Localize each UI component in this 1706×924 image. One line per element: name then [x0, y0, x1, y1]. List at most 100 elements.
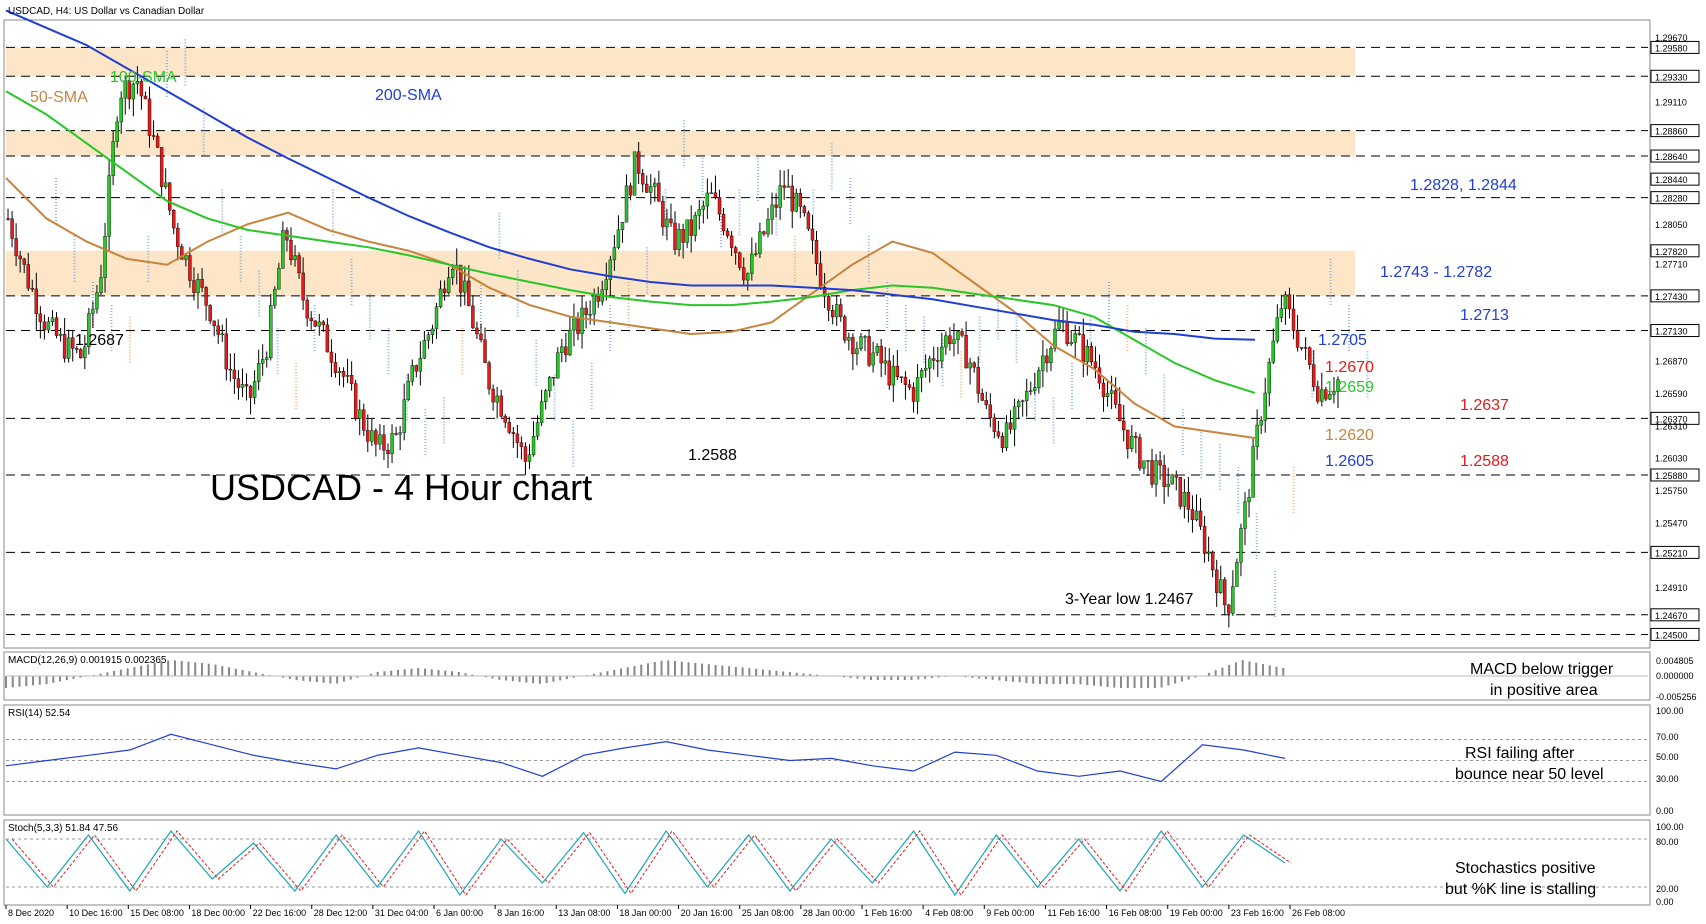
- candle-body-307: [1247, 497, 1251, 503]
- candle-body-172: [701, 205, 706, 210]
- candle-body-78: [321, 321, 326, 326]
- candle-body-93: [382, 434, 386, 451]
- candle-body-48: [200, 279, 204, 288]
- candle-body-293: [1190, 509, 1195, 521]
- candle-body-190: [774, 204, 778, 208]
- label-1-2743-1-2782: 1.2743 - 1.2782: [1380, 264, 1492, 281]
- rsi-tick-0: 0.00: [1656, 806, 1674, 816]
- candle-body-87: [358, 409, 362, 419]
- candle-body-130: [531, 436, 536, 456]
- rsi-note-line1: RSI failing after: [1465, 745, 1575, 762]
- candle-body-8: [38, 313, 43, 323]
- candle-body-118: [483, 339, 487, 363]
- candle-body-278: [1130, 435, 1134, 449]
- price-tick-15: 1.26370: [1655, 414, 1688, 424]
- candle-body-42: [176, 227, 180, 247]
- candle-body-211: [859, 336, 863, 349]
- candle-body-277: [1126, 429, 1130, 449]
- candle-body-180: [733, 247, 738, 253]
- candle-body-136: [556, 352, 560, 379]
- time-label-2: 15 Dec 08:00: [130, 908, 184, 918]
- macd-tick-bottom: -0.005256: [1656, 692, 1697, 702]
- candle-body-26: [111, 141, 115, 176]
- candle-body-33: [139, 81, 144, 97]
- candle-body-306: [1243, 501, 1247, 529]
- candle-body-257: [1045, 355, 1049, 364]
- candle-body-70: [289, 239, 293, 261]
- candle-body-230: [936, 360, 940, 362]
- price-tick-16: 1.26310: [1655, 421, 1688, 431]
- resistance-zones: [6, 47, 1355, 296]
- candle-body-52: [216, 325, 220, 335]
- candle-body-322: [1307, 347, 1312, 365]
- price-tick-3: 1.29110: [1655, 98, 1687, 108]
- label-1-2588: 1.2588: [1460, 453, 1509, 470]
- candle-body-156: [636, 151, 641, 174]
- price-tick-13: 1.26870: [1655, 357, 1688, 367]
- candle-body-327: [1328, 394, 1332, 400]
- price-tick-box-21: [1650, 545, 1700, 559]
- candle-body-232: [944, 335, 948, 348]
- candle-body-49: [204, 287, 208, 306]
- label-1-2670: 1.2670: [1325, 359, 1374, 376]
- candle-body-178: [725, 230, 730, 237]
- candle-body-321: [1303, 347, 1308, 349]
- time-label-19: 19 Feb 00:00: [1170, 908, 1223, 918]
- label-1-2828-1-2844: 1.2828, 1.2844: [1410, 177, 1517, 194]
- macd-note-line1: MACD below trigger: [1470, 661, 1614, 678]
- candle-body-92: [378, 434, 382, 445]
- candle-body-276: [1122, 420, 1126, 431]
- candle-body-139: [568, 329, 572, 356]
- candle-body-184: [750, 253, 754, 274]
- candle-body-285: [1158, 460, 1162, 466]
- candle-body-247: [1004, 422, 1009, 449]
- candle-body-308: [1251, 446, 1255, 498]
- candle-body-208: [847, 337, 851, 341]
- candle-body-237: [964, 335, 968, 369]
- candle-body-98: [402, 399, 406, 433]
- label-1-2687: 1.2687: [75, 332, 124, 349]
- candle-body-99: [406, 381, 410, 400]
- price-tick-9: 1.27820: [1655, 247, 1688, 257]
- candle-body-201: [818, 263, 823, 288]
- candle-body-290: [1178, 477, 1183, 507]
- candle-body-181: [738, 252, 742, 268]
- candle-body-72: [297, 255, 301, 274]
- candle-body-324: [1316, 386, 1320, 402]
- candle-body-182: [742, 267, 746, 281]
- candle-body-51: [212, 320, 216, 327]
- candle-body-259: [1053, 328, 1057, 349]
- stoch-header: Stoch(5,3,3) 51.84 47.56: [8, 823, 119, 834]
- candle-body-144: [588, 313, 592, 316]
- sma-line-100-sma: [5, 90, 1256, 394]
- price-tick-box-1: [1650, 40, 1700, 54]
- candle-body-175: [713, 192, 718, 198]
- price-tick-box-15: [1650, 411, 1700, 425]
- label-1-2713: 1.2713: [1460, 307, 1509, 324]
- time-label-6: 31 Dec 04:00: [375, 908, 429, 918]
- candle-body-275: [1117, 404, 1122, 422]
- candle-body-209: [851, 337, 855, 355]
- candle-body-288: [1170, 474, 1174, 485]
- candle-body-124: [507, 422, 511, 433]
- candle-body-294: [1194, 510, 1199, 521]
- label-200-sma: 200-SMA: [375, 87, 442, 104]
- candle-body-50: [208, 305, 212, 322]
- time-label-5: 28 Dec 12:00: [314, 908, 368, 918]
- candle-body-315: [1279, 308, 1284, 318]
- candle-body-329: [1336, 379, 1340, 393]
- price-tick-2: 1.29330: [1655, 72, 1688, 82]
- price-tick-box-24: [1650, 627, 1700, 641]
- candle-body-176: [717, 197, 722, 215]
- stoch-tick-100: 100.00: [1656, 822, 1684, 832]
- candle-body-299: [1215, 569, 1219, 593]
- candle-body-313: [1271, 340, 1276, 363]
- candle-body-83: [341, 371, 346, 377]
- candle-body-177: [721, 213, 726, 232]
- candle-body-159: [649, 186, 653, 193]
- candle-body-243: [988, 404, 993, 418]
- price-panel: [3, 19, 1651, 649]
- stoch-note-line2: but %K line is stalling: [1445, 881, 1596, 898]
- candle-body-174: [709, 192, 714, 194]
- time-label-11: 20 Jan 16:00: [681, 908, 733, 918]
